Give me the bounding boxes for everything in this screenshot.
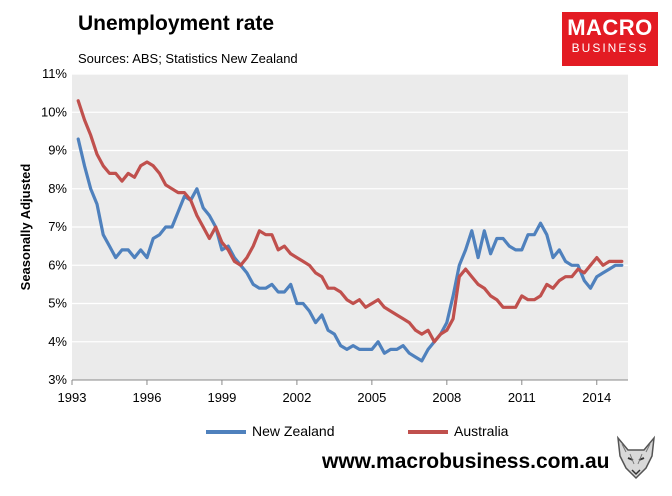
macrobusiness-logo: MACRO BUSINESS [562,12,658,66]
y-tick-label: 3% [48,372,67,387]
fox-logo-icon [616,435,656,480]
y-tick-label: 8% [48,181,67,196]
y-tick-label: 6% [48,257,67,272]
gridlines [72,73,628,343]
series-line-new-zealand [76,137,624,363]
legend-swatch-australia [408,430,448,435]
x-tick-label: 2011 [508,390,536,405]
x-tick-label: 1993 [58,390,87,405]
series-line-australia [76,99,624,344]
y-tick-label: 7% [48,219,67,234]
x-tick-labels: 1993 1996 1999 2002 2005 2008 2011 2014 [58,380,611,405]
x-tick-label: 1996 [133,390,162,405]
legend-label-australia: Australia [454,423,509,439]
y-tick-label: 9% [48,143,67,158]
logo-line1: MACRO [567,15,653,40]
y-tick-label: 11% [42,66,67,81]
legend-swatch-new-zealand [206,430,246,435]
x-tick-label: 2005 [357,390,386,405]
chart-subtitle: Sources: ABS; Statistics New Zealand [78,51,298,66]
x-tick-label: 2002 [282,390,311,405]
x-tick-label: 2008 [432,390,461,405]
logo-line2: BUSINESS [571,41,649,55]
legend-item-australia: Australia [408,423,508,439]
y-tick-labels: 3% 4% 5% 6% 7% 8% 9% 10% 11% [41,66,67,387]
series-lines [76,99,624,363]
website-url: www.macrobusiness.com.au [322,450,610,473]
y-tick-label: 5% [48,296,67,311]
x-tick-label: 1999 [207,390,236,405]
y-tick-label: 10% [41,104,67,119]
legend-item-new-zealand: New Zealand [206,423,335,439]
x-tick-label: 2014 [582,390,611,405]
y-tick-label: 4% [48,334,67,349]
legend-label-new-zealand: New Zealand [252,423,335,439]
chart-title: Unemployment rate [78,12,275,35]
